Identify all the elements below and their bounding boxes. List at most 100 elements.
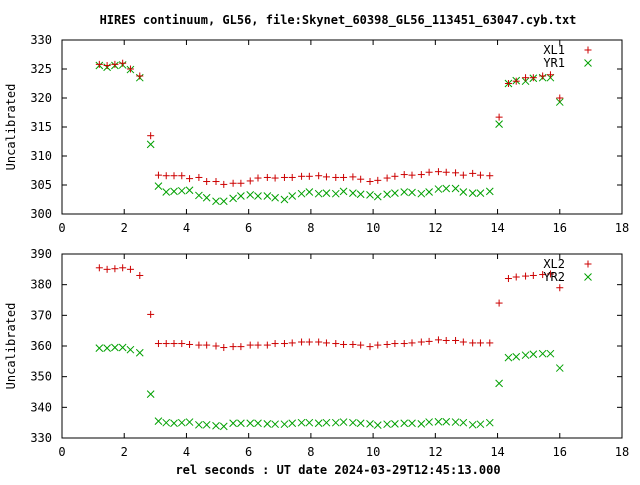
figure-title: HIRES continuum, GL56, file:Skynet_60398… [100, 13, 577, 28]
data-point [271, 174, 279, 182]
data-point [271, 340, 279, 348]
data-point [154, 182, 163, 191]
legend-label-yr1: YR1 [543, 56, 565, 70]
data-point [178, 172, 186, 180]
data-point [442, 184, 451, 193]
data-point [373, 421, 382, 429]
data-point [356, 419, 365, 428]
data-point [555, 364, 564, 372]
data-point [332, 173, 340, 181]
data-point [434, 185, 443, 193]
data-point [147, 310, 155, 318]
data-point [521, 351, 530, 360]
data-point [185, 418, 194, 426]
data-point [95, 60, 103, 68]
data-point [452, 336, 460, 344]
top-ticks [61, 39, 623, 215]
data-point [246, 419, 255, 428]
x-tick-label: 0 [58, 445, 65, 459]
legend-label-xl2: XL2 [543, 257, 565, 271]
data-point [485, 187, 494, 196]
data-point [417, 420, 426, 428]
data-point [374, 341, 382, 349]
data-point [442, 168, 450, 176]
data-point [495, 120, 503, 128]
y-tick-label: 390 [30, 247, 52, 261]
data-point [322, 189, 331, 197]
data-point [111, 343, 119, 352]
data-point [400, 340, 408, 348]
x-tick-label: 16 [553, 221, 567, 235]
x-tick-label: 18 [615, 445, 629, 459]
data-point [374, 176, 382, 184]
data-point [170, 419, 178, 428]
data-point [315, 172, 323, 180]
top-ylabel: Uncalibrated [4, 84, 18, 171]
data-point [177, 186, 186, 195]
x-tick-label: 0 [58, 221, 65, 235]
y-tick-label: 330 [30, 431, 52, 445]
legend-label-xl1: XL1 [543, 43, 565, 57]
data-point [349, 418, 357, 427]
data-point [322, 418, 331, 427]
data-point [246, 341, 254, 349]
data-point [451, 418, 460, 426]
y-tick-label: 350 [30, 370, 52, 384]
data-point [522, 272, 530, 280]
data-point [356, 190, 365, 199]
data-point [459, 188, 468, 196]
series-xl1 [95, 59, 564, 188]
x-tick-label: 12 [428, 445, 442, 459]
data-point [203, 341, 211, 349]
data-point [512, 352, 521, 361]
data-point [366, 343, 374, 351]
data-point [280, 173, 288, 181]
data-point [357, 175, 365, 183]
data-point [119, 59, 127, 67]
data-point [408, 171, 416, 179]
data-point [331, 418, 340, 427]
data-point [186, 175, 194, 183]
data-point [383, 174, 391, 182]
data-point [288, 339, 296, 347]
data-point [229, 179, 237, 187]
data-point [556, 284, 564, 292]
data-point [349, 189, 357, 197]
data-point [220, 344, 228, 352]
data-point [177, 418, 186, 427]
data-point [126, 265, 134, 273]
data-point [288, 192, 297, 200]
legend-marker-shape [584, 46, 592, 54]
data-point [229, 343, 237, 351]
data-point [425, 418, 433, 426]
data-point [417, 171, 425, 179]
data-point [237, 192, 245, 200]
data-point [339, 418, 348, 426]
y-tick-label: 380 [30, 278, 52, 292]
bottom-legend: XL2 YR2 [543, 257, 592, 284]
y-tick-label: 360 [30, 339, 52, 353]
data-point [468, 189, 477, 197]
data-point [452, 169, 460, 177]
data-point [271, 420, 279, 429]
data-point [103, 265, 111, 273]
data-point [400, 188, 409, 196]
data-point [136, 271, 144, 279]
data-point [212, 421, 220, 430]
data-point [504, 80, 512, 87]
legend-marker-xl2 [584, 260, 592, 268]
data-point [154, 340, 162, 348]
y-tick-label: 320 [30, 91, 52, 105]
data-point [476, 420, 485, 429]
data-point [538, 349, 547, 358]
data-point [162, 172, 170, 180]
top-marks [95, 59, 564, 206]
x-tick-label: 6 [245, 221, 252, 235]
data-point [495, 113, 503, 121]
data-point [212, 178, 220, 186]
data-point [95, 264, 103, 272]
data-point [408, 188, 416, 197]
data-point [305, 188, 314, 196]
